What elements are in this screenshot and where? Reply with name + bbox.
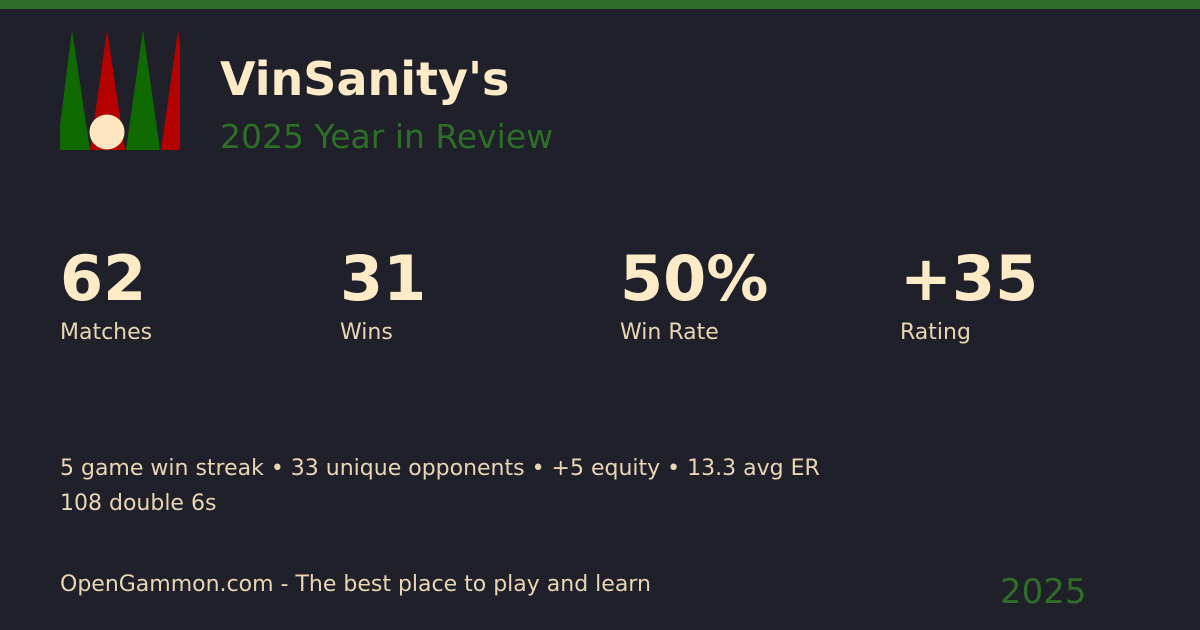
stat-label: Win Rate (620, 320, 719, 345)
facts-line: 108 double 6s (60, 491, 217, 516)
stat-win-rate: 50% Win Rate (620, 242, 769, 346)
facts: 5 game win streak • 33 unique opponents … (60, 451, 820, 521)
red-point-icon (161, 30, 180, 150)
stat-value: 62 (60, 242, 147, 315)
footer-tagline: OpenGammon.com - The best place to play … (60, 572, 651, 597)
green-point-icon (126, 30, 160, 150)
stat-label: Wins (340, 320, 393, 345)
stat-wins: 31 Wins (340, 242, 427, 346)
top-accent-bar (0, 0, 1200, 9)
stat-value: +35 (900, 242, 1039, 315)
stat-value: 50% (620, 242, 769, 315)
stat-value: 31 (340, 242, 427, 315)
stat-matches: 62 Matches (60, 242, 153, 346)
footer-year: 2025 (1000, 572, 1087, 612)
page-subtitle: 2025 Year in Review (220, 117, 554, 156)
stat-rating: +35 Rating (900, 242, 1039, 346)
stat-label: Matches (60, 320, 153, 345)
stat-label: Rating (900, 320, 971, 345)
checker-icon (89, 114, 125, 150)
facts-line: 5 game win streak • 33 unique opponents … (60, 456, 820, 481)
backgammon-logo (60, 30, 180, 150)
green-point-icon (60, 30, 90, 150)
player-name: VinSanity's (220, 52, 510, 106)
